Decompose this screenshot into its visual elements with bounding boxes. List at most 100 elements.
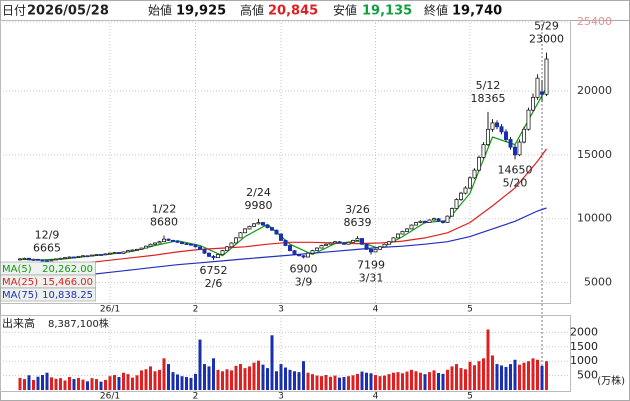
annotation-date: 5/29 [534, 20, 559, 33]
volume-bar [351, 375, 355, 390]
volume-bar [81, 379, 85, 390]
volume-bar [59, 378, 62, 390]
volume-bar [243, 368, 247, 390]
volume-bar [257, 360, 260, 390]
annotation-date: 5/20 [503, 176, 528, 189]
volume-bar [347, 376, 350, 390]
volume-bar [113, 375, 116, 390]
annotation-date: 2/24 [246, 186, 271, 199]
volume-bar [315, 375, 319, 390]
volume-bar [356, 373, 359, 390]
candle-body [103, 253, 108, 256]
volume-bar [149, 366, 152, 390]
candle-body [522, 128, 527, 143]
candle-body [445, 215, 450, 223]
volume-bar [185, 377, 188, 390]
volume-bar [455, 364, 458, 390]
candle-body [481, 144, 486, 158]
candle-body [404, 228, 409, 232]
volume-bar [446, 369, 449, 390]
volume-bar [216, 369, 220, 390]
candle-body [409, 224, 414, 230]
candle-body [355, 238, 360, 241]
volume-bar [504, 366, 508, 390]
volume-bar [144, 369, 148, 390]
candle-body [81, 255, 86, 258]
volume-bar [423, 374, 427, 390]
candle-body [296, 254, 301, 257]
volume-bar [23, 379, 26, 390]
volume-bar [270, 335, 274, 390]
volume-bar [333, 375, 337, 390]
volume-bar [63, 380, 67, 390]
volume-bar [50, 377, 53, 390]
candle-body [220, 250, 225, 255]
candle-body [126, 250, 131, 253]
candle-body [265, 224, 270, 229]
volume-bar [536, 359, 539, 390]
candle-body [108, 252, 113, 255]
candle-body [346, 241, 351, 245]
volume-bar [410, 369, 413, 390]
y-tick-label: 20000 [577, 84, 612, 97]
annotation-price: 18365 [471, 92, 506, 105]
candle-body [274, 229, 279, 235]
volume-bar [86, 381, 89, 390]
volume-bar [509, 364, 512, 390]
candle-body [427, 219, 432, 223]
volume-bar [432, 370, 436, 390]
candle-body [368, 248, 373, 253]
candle-body [467, 177, 472, 189]
volume-bar [153, 371, 157, 390]
volume-bar [221, 371, 224, 390]
volume-bar [306, 372, 310, 390]
volume-bar [473, 365, 476, 390]
candle-body [58, 257, 63, 260]
candle-body [454, 199, 459, 209]
candle-body [485, 128, 490, 146]
annotation-date: 3/31 [359, 271, 384, 284]
volume-bar [464, 369, 467, 390]
volume-bar [369, 373, 373, 390]
candle-body [292, 250, 297, 255]
x-tick-label: 26/1 [100, 305, 120, 315]
candle-body [328, 242, 333, 245]
volume-bar [95, 379, 98, 390]
x-tick-label: 2 [193, 305, 199, 315]
volume-bar [342, 377, 346, 390]
candle-body [247, 225, 252, 230]
volume-value: 8,387,100株 [48, 317, 109, 330]
volume-bar [234, 365, 238, 390]
candle-body [233, 237, 238, 244]
candle-body [319, 245, 324, 249]
x-tick-label: 3 [278, 305, 284, 315]
volume-unit: (万株) [597, 374, 625, 387]
candle-body [377, 246, 382, 250]
candle-body [85, 255, 90, 258]
annotation-price: 9980 [245, 199, 273, 212]
volume-bar [122, 372, 125, 390]
candle-body [90, 254, 95, 257]
candle-body [531, 96, 536, 111]
annotation-price: 23000 [529, 33, 564, 46]
candle-body [526, 109, 531, 130]
candle-body [364, 243, 369, 250]
x-tick-label: 5 [467, 392, 473, 401]
header-label: 安値 [333, 3, 357, 18]
volume-bar [198, 339, 202, 390]
candle-body [359, 238, 364, 245]
volume-bar [518, 364, 521, 390]
candle-body [229, 242, 234, 248]
candle-body [112, 252, 117, 254]
volume-bar [531, 358, 535, 390]
candle-body [206, 252, 211, 257]
volume-bar [374, 375, 377, 390]
candle-body [400, 231, 405, 235]
candle-body [391, 237, 396, 243]
candle-body [458, 192, 463, 200]
candle-body [499, 126, 504, 133]
x-tick-label: 5 [467, 305, 473, 315]
legend-value: 20,262.00 [42, 264, 93, 275]
